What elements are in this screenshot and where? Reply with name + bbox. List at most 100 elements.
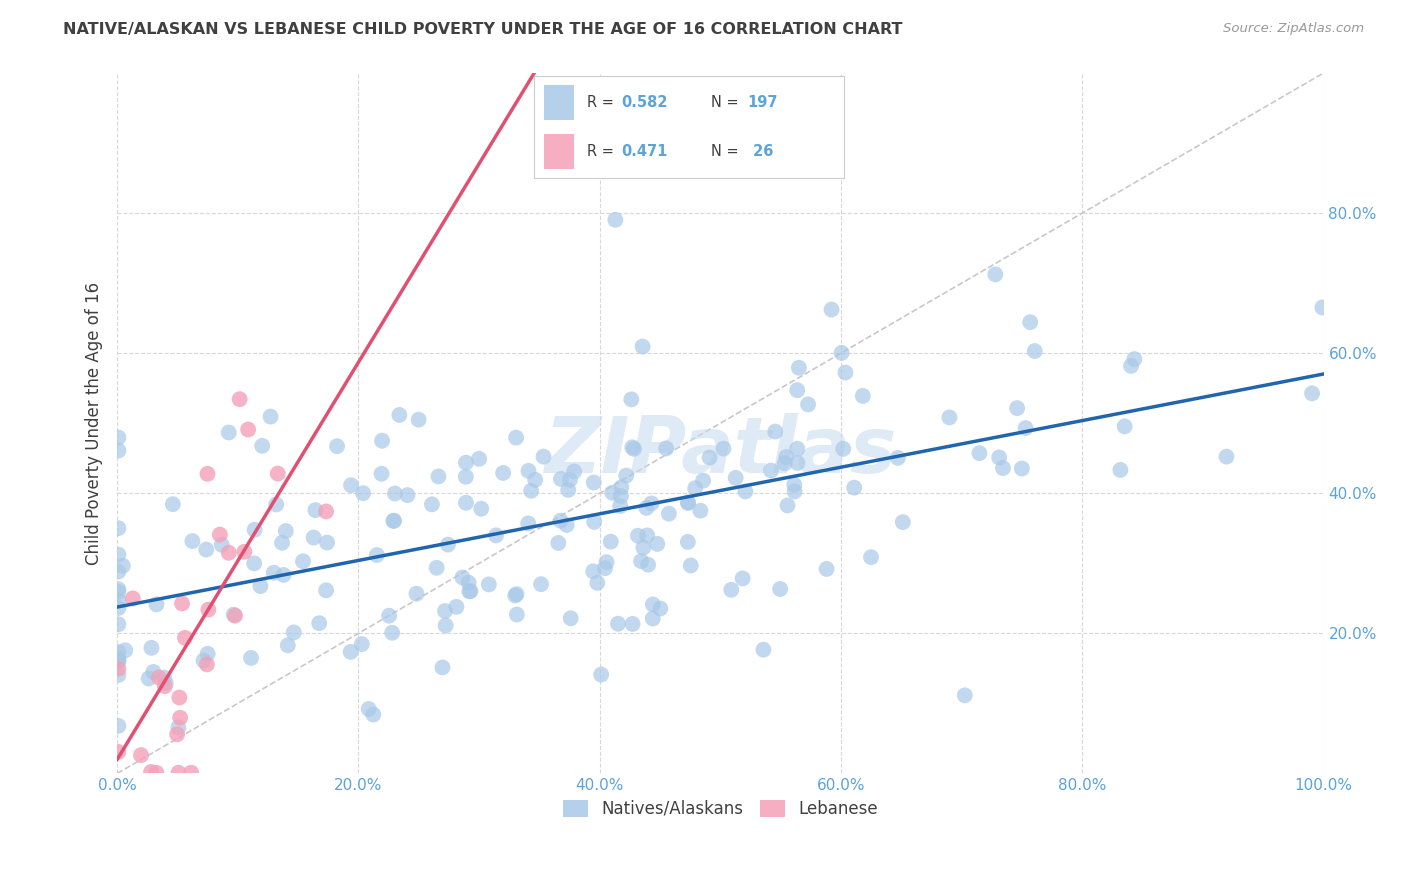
Point <box>815 562 838 576</box>
Point <box>505 431 527 445</box>
Point <box>887 450 910 465</box>
Point <box>218 546 240 560</box>
Point <box>304 503 326 517</box>
Text: 0.582: 0.582 <box>621 95 668 110</box>
Point <box>683 481 706 495</box>
Point <box>249 579 271 593</box>
Point <box>797 397 820 411</box>
Point <box>1014 421 1036 435</box>
Point <box>769 582 792 596</box>
Point <box>361 707 384 722</box>
Point <box>605 212 627 227</box>
Point <box>382 514 405 528</box>
Point <box>434 618 457 632</box>
Point <box>524 473 547 487</box>
Point <box>107 652 129 666</box>
Point <box>991 461 1014 475</box>
Point <box>1011 461 1033 475</box>
Point <box>859 550 882 565</box>
Point <box>264 498 287 512</box>
Point <box>211 538 233 552</box>
Point <box>631 340 654 354</box>
Text: NATIVE/ALASKAN VS LEBANESE CHILD POVERTY UNDER THE AGE OF 16 CORRELATION CHART: NATIVE/ALASKAN VS LEBANESE CHILD POVERTY… <box>63 22 903 37</box>
Point <box>107 654 129 668</box>
Point <box>832 442 855 456</box>
Point <box>763 425 786 439</box>
Point <box>533 450 555 464</box>
Point <box>107 582 129 597</box>
Point <box>636 528 658 542</box>
Point <box>107 654 129 668</box>
Point <box>107 430 129 444</box>
Point <box>820 302 842 317</box>
Point <box>562 465 585 479</box>
Point <box>384 486 406 500</box>
Point <box>427 469 450 483</box>
Text: ZIPatlas: ZIPatlas <box>544 413 897 489</box>
Point <box>197 467 219 481</box>
Point <box>1301 386 1323 401</box>
Point <box>162 497 184 511</box>
Point <box>969 446 991 460</box>
Point <box>139 764 162 779</box>
Point <box>692 474 714 488</box>
Point <box>250 439 273 453</box>
Point <box>366 548 388 562</box>
Point <box>520 483 543 498</box>
Point <box>1024 344 1046 359</box>
Point <box>107 645 129 659</box>
Text: N =: N = <box>710 95 742 110</box>
Point <box>454 469 477 483</box>
Point <box>170 597 193 611</box>
Point <box>621 440 644 454</box>
Point <box>1019 315 1042 329</box>
Point <box>339 645 361 659</box>
Point <box>107 443 129 458</box>
Point <box>676 535 699 549</box>
Point <box>243 523 266 537</box>
Point <box>530 577 553 591</box>
Point <box>107 719 129 733</box>
Point <box>984 268 1007 282</box>
Point <box>224 608 246 623</box>
Point <box>621 616 644 631</box>
Point <box>713 442 735 456</box>
Point <box>457 575 479 590</box>
Point <box>831 346 853 360</box>
Point <box>1123 352 1146 367</box>
Point <box>454 456 477 470</box>
Point <box>396 488 419 502</box>
Point <box>645 537 668 551</box>
Point <box>195 657 218 672</box>
Point <box>506 607 529 622</box>
Point <box>352 486 374 500</box>
Point <box>111 558 134 573</box>
Point <box>142 665 165 679</box>
Point <box>641 611 664 625</box>
Point <box>197 602 219 616</box>
Point <box>786 456 808 470</box>
Point <box>595 555 617 569</box>
Point <box>451 570 474 584</box>
Point <box>658 507 681 521</box>
Point <box>107 601 129 615</box>
Text: Source: ZipAtlas.com: Source: ZipAtlas.com <box>1223 22 1364 36</box>
Text: 26: 26 <box>748 145 773 160</box>
Point <box>315 504 337 518</box>
Point <box>844 481 866 495</box>
Point <box>468 451 491 466</box>
Point <box>107 521 129 535</box>
Point <box>357 702 380 716</box>
Point <box>107 745 129 759</box>
Point <box>591 667 613 681</box>
Point <box>787 360 810 375</box>
Point <box>891 515 914 529</box>
Point <box>153 671 176 685</box>
Point <box>420 497 443 511</box>
Point <box>243 557 266 571</box>
Point <box>121 591 143 606</box>
Point <box>1114 419 1136 434</box>
Point <box>517 516 540 531</box>
Point <box>145 765 167 780</box>
Point <box>547 536 569 550</box>
